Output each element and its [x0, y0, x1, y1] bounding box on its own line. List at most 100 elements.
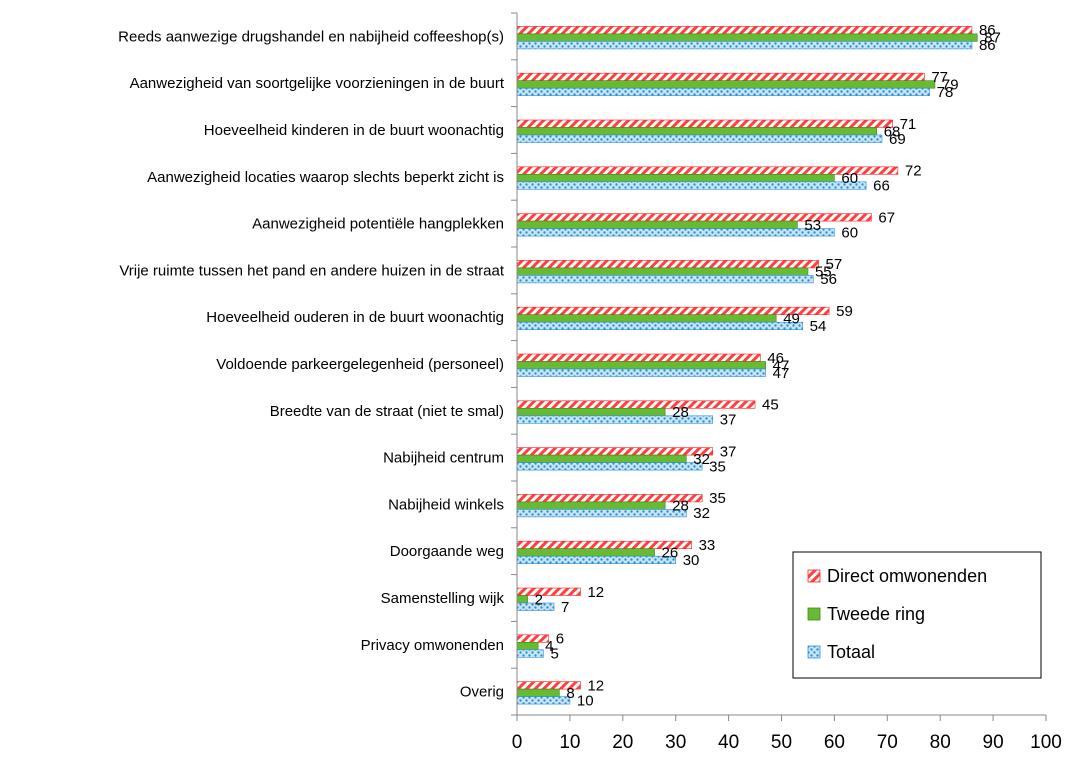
bar-totaal [516, 368, 766, 377]
data-label-totaal: 56 [820, 271, 837, 288]
data-label-tweede: 55 [815, 264, 832, 281]
category-label: Hoeveelheid kinderen in de buurt woonach… [204, 122, 504, 139]
category-label: Samenstelling wijk [381, 590, 505, 607]
category-label: Reeds aanwezige drugshandel en nabijheid… [118, 28, 504, 45]
category-label: Nabijheid centrum [383, 450, 504, 467]
bar-direct [516, 447, 714, 456]
legend-label-direct: Direct omwonenden [827, 566, 987, 586]
x-tick-label: 30 [665, 732, 686, 753]
x-tick-label: 90 [983, 732, 1004, 753]
bar-totaal [516, 649, 544, 658]
x-tick-label: 50 [771, 732, 792, 753]
bar-tweede [516, 688, 560, 697]
data-label-direct: 37 [720, 443, 737, 460]
bar-totaal [516, 462, 703, 471]
bar-direct [516, 119, 893, 128]
bar-totaal [516, 181, 867, 190]
bar-totaal [516, 275, 814, 284]
x-tick-label: 20 [612, 732, 633, 753]
data-label-direct: 6 [556, 631, 564, 648]
data-label-totaal: 32 [693, 505, 710, 522]
data-label-direct: 12 [587, 584, 604, 601]
bar-tweede [516, 267, 809, 276]
data-label-totaal: 10 [577, 692, 594, 709]
data-label-totaal: 5 [550, 646, 558, 663]
category-label: Vrije ruimte tussen het pand en andere h… [119, 262, 505, 279]
category-label: Overig [460, 684, 504, 701]
category-labels: Reeds aanwezige drugshandel en nabijheid… [118, 28, 505, 700]
data-label-tweede: 8 [566, 685, 574, 702]
bar-direct [516, 400, 756, 409]
bar-direct [516, 72, 925, 81]
data-label-tweede: 60 [841, 170, 858, 187]
x-tick-label: 40 [718, 732, 739, 753]
bar-totaal [516, 321, 803, 331]
data-label-tweede: 47 [773, 357, 790, 374]
category-label: Hoeveelheid ouderen in de buurt woonacht… [206, 309, 504, 326]
legend-swatch-totaal [807, 645, 821, 659]
bar-direct [516, 353, 761, 362]
legend: Direct omwonenden Tweede ring Totaal [792, 551, 1042, 679]
bar-totaal [516, 134, 883, 143]
bar-tweede [516, 641, 539, 651]
x-tick-label: 10 [559, 732, 580, 753]
category-label: Doorgaande weg [390, 543, 504, 560]
category-label: Aanwezigheid van soortgelijke voorzienin… [130, 75, 505, 92]
data-label-totaal: 66 [873, 178, 890, 195]
data-label-totaal: 47 [773, 365, 790, 382]
bar-totaal [516, 228, 835, 237]
data-label-totaal: 69 [889, 131, 906, 148]
data-label-direct: 35 [709, 490, 726, 507]
data-label-direct: 77 [931, 69, 948, 86]
bar-tweede [516, 548, 655, 557]
bar-tweede [516, 220, 798, 229]
data-label-direct: 86 [979, 22, 996, 39]
bar-totaal [516, 555, 676, 565]
data-label-direct: 67 [878, 209, 895, 226]
bar-totaal [516, 87, 930, 96]
category-label: Voldoende parkeergelegenheid (personeel) [216, 356, 504, 373]
data-label-direct: 71 [900, 116, 917, 133]
legend-box [792, 551, 1042, 679]
x-tick-label: 70 [877, 732, 898, 753]
bar-direct [516, 260, 819, 269]
legend-label-totaal: Totaal [827, 642, 875, 662]
bar-tweede [516, 127, 878, 136]
legend-label-tweede: Tweede ring [827, 604, 925, 624]
data-label-direct: 59 [836, 303, 853, 320]
bar-direct [516, 587, 581, 596]
data-label-totaal: 78 [937, 84, 954, 101]
bar-tweede [516, 407, 666, 417]
legend-swatch-tweede [807, 607, 821, 621]
bar-direct [516, 634, 550, 643]
x-tick-label: 60 [824, 732, 845, 753]
data-label-tweede: 28 [672, 498, 689, 515]
category-label: Aanwezigheid locaties waarop slechts bep… [147, 169, 504, 186]
axes: 0 10 20 30 40 50 60 70 80 90 100 [511, 12, 1062, 753]
data-label-direct: 12 [587, 677, 604, 694]
data-label-tweede: 68 [884, 123, 901, 140]
x-tick-label: 0 [512, 732, 523, 753]
data-label-tweede: 87 [984, 30, 1001, 47]
data-label-direct: 45 [762, 397, 779, 414]
data-label-tweede: 28 [672, 404, 689, 421]
bar-tweede [516, 454, 687, 463]
bar-tweede [516, 361, 766, 370]
data-label-totaal: 86 [979, 37, 996, 54]
x-tick-label: 80 [930, 732, 951, 753]
data-label-direct: 57 [826, 256, 843, 273]
data-label-tweede: 26 [662, 544, 679, 561]
data-label-tweede: 49 [783, 310, 800, 327]
bar-totaal [516, 696, 571, 705]
data-label-totaal: 7 [561, 599, 569, 616]
data-label-tweede: 32 [693, 451, 710, 468]
data-label-tweede: 2 [535, 591, 543, 608]
x-tick-label: 100 [1030, 732, 1062, 753]
bar-tweede [516, 501, 666, 510]
data-label-totaal: 37 [720, 412, 737, 429]
category-label: Privacy omwonenden [361, 637, 504, 654]
data-label-totaal: 35 [709, 458, 726, 475]
data-label-totaal: 54 [810, 318, 827, 335]
